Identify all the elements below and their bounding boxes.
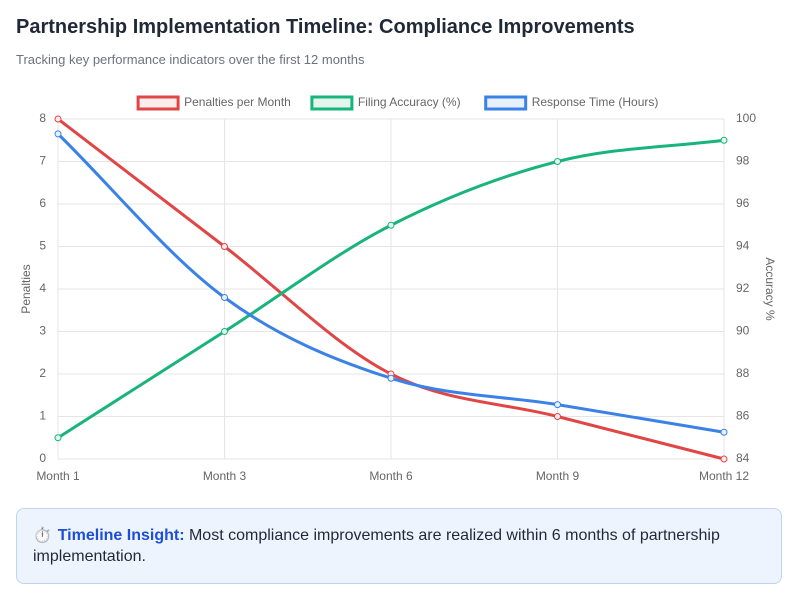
data-point-response-time-hours	[221, 294, 228, 301]
insight-label: Timeline Insight:	[57, 527, 185, 544]
chart-title: Partnership Implementation Timeline: Com…	[16, 16, 635, 38]
y-left-axis-title: Penalties	[19, 264, 33, 313]
x-tick-label: Month 6	[369, 469, 413, 483]
data-point-penalties-per-month	[554, 413, 561, 420]
legend-label-penalties-per-month: Penalties per Month	[184, 95, 291, 109]
data-point-filing-accuracy	[554, 158, 561, 165]
y-right-tick-label: 84	[736, 451, 750, 465]
y-left-tick-label: 7	[39, 154, 46, 168]
y-left-tick-label: 4	[39, 281, 46, 295]
y-left-tick-label: 6	[39, 196, 46, 210]
data-point-penalties-per-month	[221, 243, 228, 250]
y-right-tick-label: 98	[736, 154, 750, 168]
y-right-tick-label: 94	[736, 239, 750, 253]
data-point-response-time-hours	[54, 130, 62, 138]
insight-text: Most compliance improvements are realize…	[33, 527, 720, 565]
data-point-response-time-hours	[387, 374, 395, 382]
x-tick-label: Month 1	[36, 469, 80, 483]
y-right-axis-title: Accuracy %	[763, 257, 777, 321]
data-point-filing-accuracy	[221, 328, 228, 335]
data-point-response-time-hours	[720, 428, 728, 436]
y-right-tick-label: 86	[736, 409, 750, 423]
data-point-filing-accuracy	[54, 434, 62, 442]
data-point-penalties-per-month	[720, 455, 728, 463]
chart-subtitle: Tracking key performance indicators over…	[16, 52, 365, 67]
y-right-tick-label: 90	[736, 324, 750, 338]
y-right-tick-label: 96	[736, 196, 750, 210]
y-left-tick-label: 1	[39, 409, 46, 423]
y-left-tick-label: 3	[39, 324, 46, 338]
data-point-response-time-hours	[554, 401, 561, 409]
series-line-response-time-hours	[56, 132, 725, 434]
y-right-tick-label: 100	[736, 111, 756, 125]
data-point-penalties-per-month	[54, 115, 62, 123]
y-left-tick-label: 5	[39, 239, 46, 253]
x-tick-label: Month 9	[536, 469, 580, 483]
data-point-filing-accuracy	[387, 221, 395, 229]
insight-box: ⏱️ Timeline Insight: Most compliance impr…	[16, 508, 782, 584]
line-chart: 0 1 2 3 4 5 6 7 8 84 86 88 90 92 94 96 98 100 Month 1 Month…	[19, 95, 777, 483]
series-line-filing-accuracy	[57, 138, 725, 440]
legend-label-filing-accuracy: Filing Accuracy (%)	[358, 95, 461, 109]
legend-swatch-response-time-hours	[484, 95, 528, 111]
x-tick-label: Month 3	[203, 469, 247, 483]
y-left-tick-label: 0	[39, 451, 46, 465]
y-right-tick-label: 92	[736, 281, 750, 295]
legend-label-response-time-hours: Response Time (Hours)	[532, 95, 659, 109]
y-left-tick-label: 8	[39, 111, 46, 125]
y-right-tick-label: 88	[736, 366, 750, 380]
data-point-filing-accuracy	[720, 136, 728, 144]
y-left-tick-label: 2	[39, 366, 46, 380]
stopwatch-icon: ⏱️	[33, 527, 52, 544]
legend-swatch-penalties-per-month	[136, 95, 180, 111]
x-tick-label: Month 12	[699, 469, 749, 483]
legend-swatch-filing-accuracy	[310, 95, 354, 111]
